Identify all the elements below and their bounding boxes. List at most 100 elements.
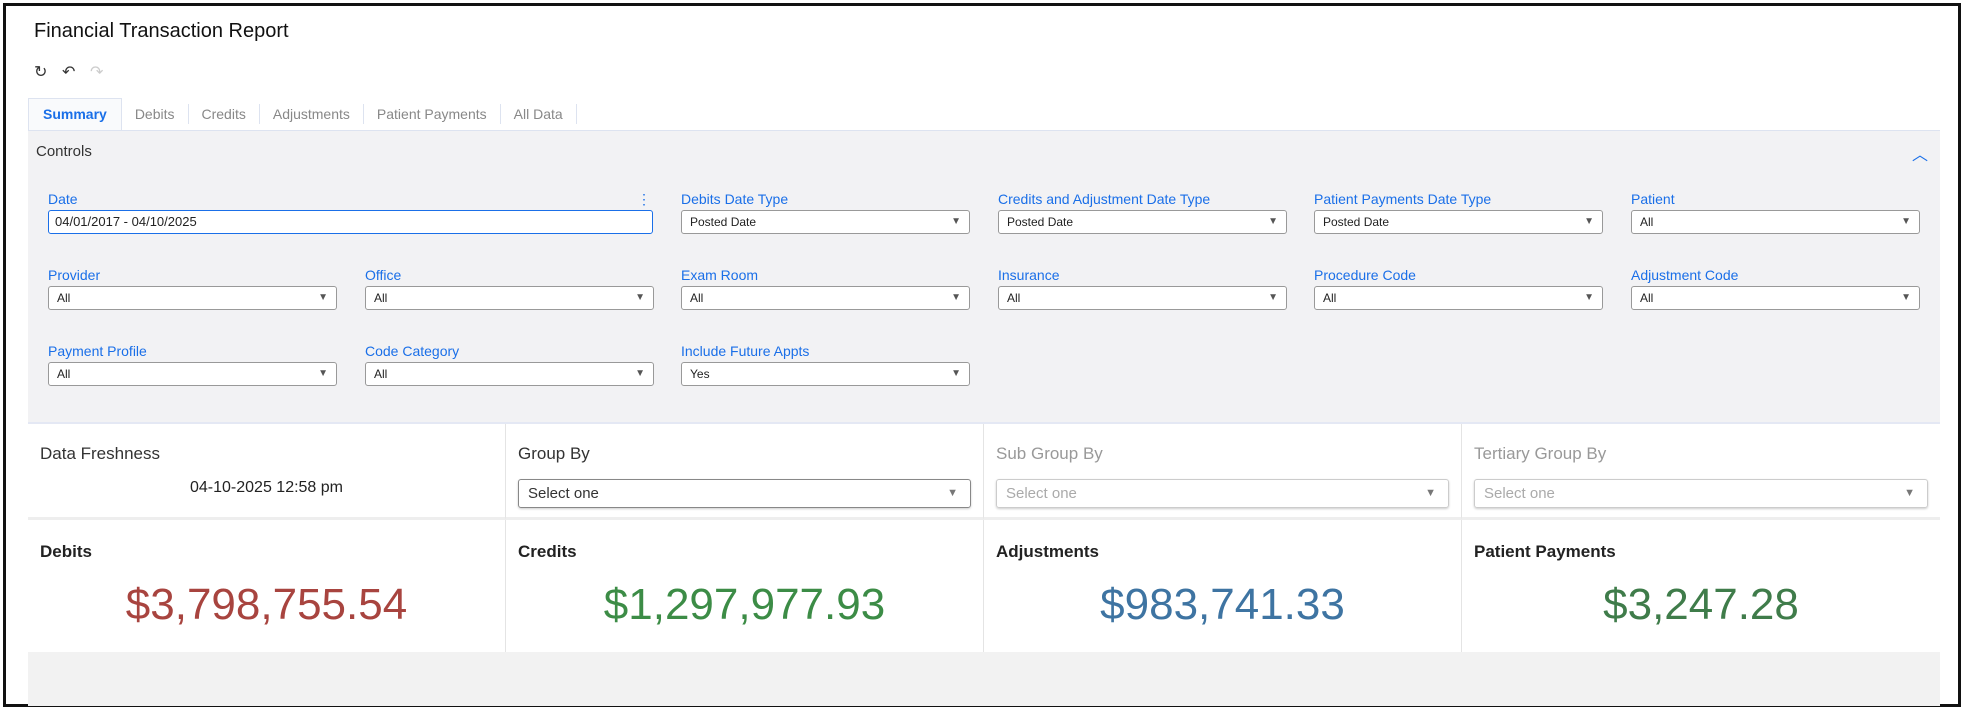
debits-date-type-label: Debits Date Type [681, 191, 789, 207]
adjustment-code-select[interactable]: All ▼ [1631, 286, 1920, 310]
debits-date-type-field: Debits Date Type Posted Date ▼ [681, 191, 970, 234]
office-value: All [374, 291, 388, 305]
more-options-icon[interactable]: ⋮ [637, 191, 651, 207]
undo-icon[interactable]: ↶ [62, 64, 76, 81]
insurance-value: All [1007, 291, 1021, 305]
dropdown-arrow-icon: ▼ [1268, 216, 1278, 227]
include-future-appts-value: Yes [690, 367, 710, 381]
debits-metric-value: $3,798,755.54 [125, 580, 408, 629]
patient-payments-date-type-value: Posted Date [1323, 215, 1390, 229]
tertiary-group-by-cell: Tertiary Group By Select one ▼ [1462, 424, 1940, 520]
adjustment-code-label: Adjustment Code [1631, 267, 1739, 283]
group-by-select[interactable]: Select one ▼ [518, 479, 971, 508]
dropdown-arrow-icon: ▼ [951, 368, 961, 379]
adjustments-metric-card: Adjustments $983,741.33 [984, 520, 1462, 654]
sub-group-by-select[interactable]: Select one ▼ [996, 479, 1449, 508]
dropdown-arrow-icon: ▼ [1904, 487, 1915, 499]
code-category-field: Code Category All ▼ [365, 343, 654, 386]
adjustments-metric-label: Adjustments [996, 542, 1099, 561]
sub-group-by-label: Sub Group By [996, 444, 1103, 463]
dropdown-arrow-icon: ▼ [1584, 216, 1594, 227]
procedure-code-value: All [1323, 291, 1337, 305]
patient-payments-date-type-select[interactable]: Posted Date ▼ [1314, 210, 1603, 234]
credits-metric-label: Credits [518, 542, 577, 561]
group-by-cell: Group By Select one ▼ [506, 424, 984, 520]
dropdown-arrow-icon: ▼ [318, 368, 328, 379]
patient-label: Patient [1631, 191, 1675, 207]
exam-room-label: Exam Room [681, 267, 759, 283]
date-range-input[interactable]: 04/01/2017 - 04/10/2025 [48, 210, 653, 234]
patient-payments-date-type-label: Patient Payments Date Type [1314, 191, 1492, 207]
code-category-value: All [374, 367, 388, 381]
include-future-appts-select[interactable]: Yes ▼ [681, 362, 970, 386]
redo-icon[interactable]: ↷ [90, 64, 104, 81]
tab-adjustments[interactable]: Adjustments [260, 104, 364, 124]
provider-field: Provider All ▼ [48, 267, 337, 310]
credits-and-adjustment-date-type-field: Credits and Adjustment Date Type Posted … [998, 191, 1287, 234]
tab-bar: Summary Debits Credits Adjustments Patie… [28, 98, 577, 130]
insurance-select[interactable]: All ▼ [998, 286, 1287, 310]
payment-profile-label: Payment Profile [48, 343, 147, 359]
dropdown-arrow-icon: ▼ [635, 368, 645, 379]
patient-payments-metric-card: Patient Payments $3,247.28 [1462, 520, 1940, 654]
dropdown-arrow-icon: ▼ [951, 216, 961, 227]
data-freshness-cell: Data Freshness 04-10-2025 12:58 pm [28, 424, 506, 520]
patient-value: All [1640, 215, 1654, 229]
group-by-label: Group By [518, 444, 590, 463]
tertiary-group-by-select[interactable]: Select one ▼ [1474, 479, 1928, 508]
credits-and-adjustment-date-type-label: Credits and Adjustment Date Type [998, 191, 1211, 207]
patient-payments-date-type-field: Patient Payments Date Type Posted Date ▼ [1314, 191, 1603, 234]
patient-payments-metric-label: Patient Payments [1474, 542, 1616, 561]
include-future-appts-label: Include Future Appts [681, 343, 810, 359]
exam-room-field: Exam Room All ▼ [681, 267, 970, 310]
include-future-appts-field: Include Future Appts Yes ▼ [681, 343, 970, 386]
dropdown-arrow-icon: ▼ [635, 292, 645, 303]
tab-summary[interactable]: Summary [28, 98, 122, 130]
data-freshness-value: 04-10-2025 12:58 pm [190, 479, 343, 496]
payment-profile-value: All [57, 367, 71, 381]
debits-date-type-value: Posted Date [690, 215, 757, 229]
credits-metric-value: $1,297,977.93 [603, 580, 886, 629]
tab-debits[interactable]: Debits [122, 104, 189, 124]
tab-all-data[interactable]: All Data [501, 104, 577, 124]
sub-group-by-cell: Sub Group By Select one ▼ [984, 424, 1462, 520]
office-select[interactable]: All ▼ [365, 286, 654, 310]
office-field: Office All ▼ [365, 267, 654, 310]
adjustment-code-field: Adjustment Code All ▼ [1631, 267, 1920, 310]
page-title: Financial Transaction Report [34, 20, 289, 42]
refresh-icon[interactable]: ↻ [34, 64, 48, 81]
insurance-label: Insurance [998, 267, 1060, 283]
patient-payments-metric-value: $3,247.28 [1603, 580, 1799, 629]
payment-profile-select[interactable]: All ▼ [48, 362, 337, 386]
collapse-chevron-up-icon[interactable]: ︿ [1911, 147, 1928, 164]
dropdown-arrow-icon: ▼ [1268, 292, 1278, 303]
dropdown-arrow-icon: ▼ [1425, 487, 1436, 499]
procedure-code-select[interactable]: All ▼ [1314, 286, 1603, 310]
code-category-select[interactable]: All ▼ [365, 362, 654, 386]
date-field: Date ⋮ 04/01/2017 - 04/10/2025 [48, 191, 653, 234]
debits-date-type-select[interactable]: Posted Date ▼ [681, 210, 970, 234]
tertiary-group-by-placeholder: Select one [1484, 485, 1555, 502]
adjustment-code-value: All [1640, 291, 1654, 305]
data-freshness-label: Data Freshness [40, 444, 160, 463]
credits-and-adjustment-date-type-value: Posted Date [1007, 215, 1074, 229]
tab-patient-payments[interactable]: Patient Payments [364, 104, 501, 124]
insurance-field: Insurance All ▼ [998, 267, 1287, 310]
dropdown-arrow-icon: ▼ [951, 292, 961, 303]
exam-room-select[interactable]: All ▼ [681, 286, 970, 310]
adjustments-metric-value: $983,741.33 [1100, 580, 1345, 629]
debits-metric-label: Debits [40, 542, 92, 561]
debits-metric-card: Debits $3,798,755.54 [28, 520, 506, 654]
controls-title: Controls [36, 143, 92, 160]
controls-panel: Controls ︿ Date ⋮ 04/01/2017 - 04/10/202… [28, 130, 1940, 422]
provider-select[interactable]: All ▼ [48, 286, 337, 310]
dropdown-arrow-icon: ▼ [1901, 292, 1911, 303]
patient-field: Patient All ▼ [1631, 191, 1920, 234]
credits-and-adjustment-date-type-select[interactable]: Posted Date ▼ [998, 210, 1287, 234]
tab-credits[interactable]: Credits [189, 104, 260, 124]
tertiary-group-by-label: Tertiary Group By [1474, 444, 1607, 463]
office-label: Office [365, 267, 402, 283]
dropdown-arrow-icon: ▼ [318, 292, 328, 303]
date-label: Date [48, 191, 78, 207]
patient-select[interactable]: All ▼ [1631, 210, 1920, 234]
